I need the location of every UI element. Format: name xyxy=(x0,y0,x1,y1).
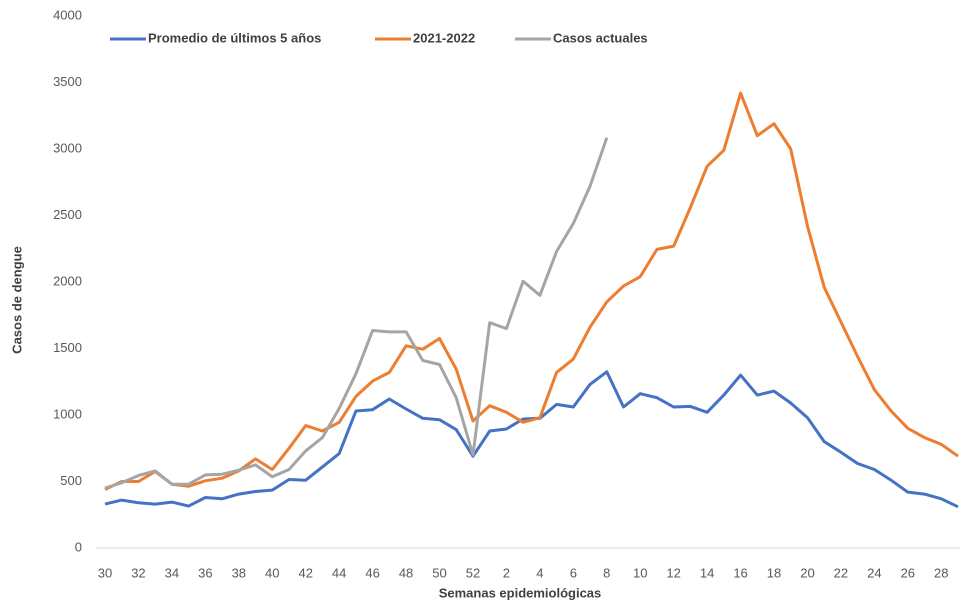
x-tick-label: 12 xyxy=(666,565,680,580)
x-tick-label: 14 xyxy=(700,565,714,580)
x-tick-label: 6 xyxy=(570,565,577,580)
x-tick-label: 10 xyxy=(633,565,647,580)
x-tick-label: 24 xyxy=(867,565,881,580)
x-tick-label: 18 xyxy=(767,565,781,580)
x-tick-label: 8 xyxy=(603,565,610,580)
x-tick-label: 4 xyxy=(536,565,543,580)
x-tick-label: 38 xyxy=(232,565,246,580)
y-tick-label: 1500 xyxy=(53,340,82,355)
y-tick-label: 3500 xyxy=(53,74,82,89)
legend-label: Casos actuales xyxy=(553,30,648,45)
data-line xyxy=(104,137,609,490)
y-tick-label: 4000 xyxy=(53,7,82,22)
x-tick-label: 46 xyxy=(365,565,379,580)
y-tick-label: 500 xyxy=(60,473,82,488)
legend-label: 2021-2022 xyxy=(413,30,475,45)
x-tick-label: 42 xyxy=(298,565,312,580)
x-tick-label: 36 xyxy=(198,565,212,580)
x-tick-label: 50 xyxy=(432,565,446,580)
x-axis-title: Semanas epidemiológicas xyxy=(439,585,602,600)
x-tick-label: 52 xyxy=(466,565,480,580)
x-tick-label: 44 xyxy=(332,565,346,580)
x-tick-label: 40 xyxy=(265,565,279,580)
x-tick-label: 32 xyxy=(131,565,145,580)
x-tick-label: 28 xyxy=(934,565,948,580)
x-tick-label: 48 xyxy=(399,565,413,580)
y-tick-label: 0 xyxy=(75,539,82,554)
y-tick-label: 2000 xyxy=(53,273,82,288)
x-tick-label: 16 xyxy=(733,565,747,580)
x-tick-label: 34 xyxy=(165,565,179,580)
y-axis-title: Casos de dengue xyxy=(9,246,24,354)
data-line xyxy=(104,370,959,509)
legend-label: Promedio de últimos 5 años xyxy=(148,30,321,45)
data-line xyxy=(104,91,959,491)
y-tick-label: 1000 xyxy=(53,406,82,421)
y-tick-label: 3000 xyxy=(53,140,82,155)
x-tick-label: 20 xyxy=(800,565,814,580)
x-tick-label: 2 xyxy=(503,565,510,580)
y-tick-label: 2500 xyxy=(53,207,82,222)
x-tick-label: 30 xyxy=(98,565,112,580)
x-tick-label: 22 xyxy=(834,565,848,580)
x-tick-label: 26 xyxy=(901,565,915,580)
